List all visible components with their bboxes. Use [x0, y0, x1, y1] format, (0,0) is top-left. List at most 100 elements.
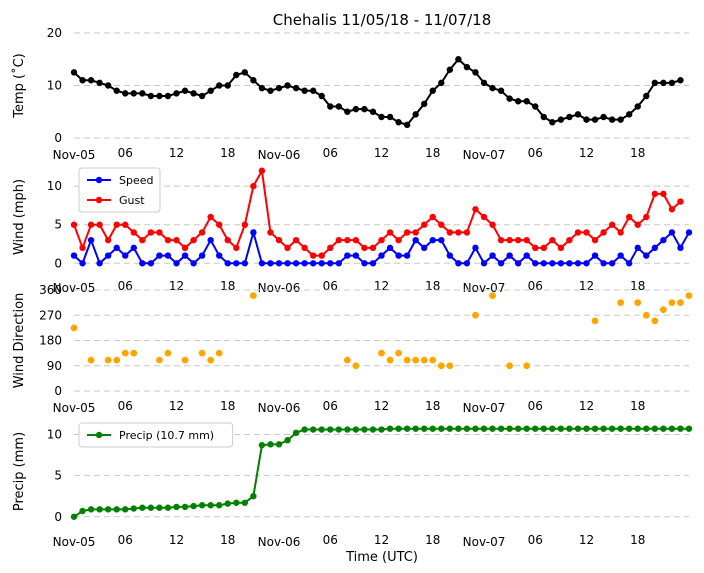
y-axis-label: Wind (mph): [12, 179, 27, 255]
data-point: [395, 236, 402, 244]
data-point: [352, 426, 360, 433]
y-tick-label: 90: [47, 359, 62, 373]
data-point: [514, 98, 522, 105]
data-point: [540, 244, 547, 252]
x-tick-label: Nov-06: [258, 535, 301, 549]
data-point: [70, 69, 78, 76]
data-point: [173, 503, 180, 511]
data-point: [369, 426, 377, 433]
data-point: [677, 425, 684, 432]
data-point: [677, 198, 684, 205]
data-point: [147, 229, 155, 236]
data-point: [643, 213, 650, 221]
data-point: [506, 252, 513, 259]
x-tick-label: 06: [323, 399, 338, 413]
data-point: [250, 77, 257, 84]
data-point: [139, 90, 146, 97]
data-point: [249, 292, 257, 300]
data-point: [113, 356, 121, 364]
data-point: [497, 260, 505, 267]
data-point: [395, 252, 402, 259]
data-point: [412, 356, 420, 364]
data-point: [591, 236, 599, 244]
data-point: [626, 111, 633, 118]
data-point: [438, 425, 445, 432]
data-point: [540, 260, 547, 267]
data-point: [318, 426, 325, 433]
data-point: [344, 252, 351, 259]
data-point: [659, 306, 667, 314]
data-point: [113, 87, 120, 94]
data-point: [523, 425, 530, 432]
data-point: [258, 167, 266, 174]
data-point: [224, 236, 231, 244]
data-point: [309, 87, 317, 94]
data-point: [156, 229, 163, 236]
data-point: [429, 356, 437, 364]
data-point: [566, 425, 573, 432]
data-point: [583, 425, 590, 432]
data-point: [224, 260, 231, 267]
legend-swatch-marker: [95, 196, 103, 204]
data-point: [660, 190, 667, 198]
data-point: [96, 260, 103, 267]
legend-swatch-marker: [95, 176, 103, 184]
data-point: [361, 426, 368, 433]
data-point: [429, 213, 436, 221]
data-point: [96, 79, 103, 87]
data-point: [472, 311, 479, 319]
x-tick-label: Nov-05: [53, 535, 96, 549]
data-point: [532, 103, 539, 110]
x-tick-label: 12: [579, 146, 594, 160]
data-point: [301, 87, 308, 94]
data-point: [455, 56, 462, 63]
x-tick-label: 12: [169, 146, 184, 160]
data-point: [420, 356, 428, 364]
data-point: [70, 324, 78, 332]
panel-3: 0 5 10 Precip (mm) Nov-05 06 12 18 Nov-06 06 12 18 N…: [12, 422, 693, 549]
data-point: [352, 105, 360, 113]
data-point: [318, 260, 325, 267]
data-point: [361, 260, 368, 267]
y-axis-label: Precip (mm): [12, 432, 27, 511]
x-tick-label: Nov-05: [53, 148, 96, 162]
data-point: [642, 311, 650, 319]
x-tick-label: 06: [323, 279, 338, 293]
data-point: [421, 244, 428, 252]
data-point: [617, 425, 624, 432]
data-point: [147, 504, 155, 511]
data-point: [403, 229, 411, 236]
data-point: [677, 77, 684, 84]
data-point: [438, 79, 445, 87]
panel-0: 0 10 20 Temp (˚C) Nov-05 06 12 18 Nov-06 06 12 18 No…: [11, 26, 689, 162]
data-point: [378, 252, 385, 259]
data-point: [668, 229, 676, 236]
data-point: [472, 244, 479, 252]
x-tick-label: 12: [374, 146, 389, 160]
x-tick-label: 12: [169, 533, 184, 547]
data-point: [480, 79, 488, 87]
x-tick-label: 12: [579, 399, 594, 413]
data-point: [557, 425, 565, 432]
data-point: [147, 260, 155, 267]
data-point: [198, 229, 206, 236]
data-point: [489, 84, 496, 92]
data-point: [626, 213, 633, 221]
data-point: [301, 426, 308, 433]
data-point: [130, 244, 137, 252]
data-point: [335, 236, 342, 244]
data-point: [139, 236, 146, 244]
data-point: [608, 260, 616, 267]
x-tick-label: 18: [630, 146, 645, 160]
data-point: [352, 362, 360, 370]
data-point: [130, 349, 138, 357]
series-line: [73, 57, 681, 127]
data-point: [343, 356, 351, 364]
y-tick-label: 360: [39, 283, 62, 297]
data-point: [634, 244, 641, 252]
x-tick-label: 18: [425, 533, 440, 547]
legend-label: Gust: [119, 194, 145, 207]
data-point: [437, 362, 445, 370]
data-point: [284, 260, 291, 267]
